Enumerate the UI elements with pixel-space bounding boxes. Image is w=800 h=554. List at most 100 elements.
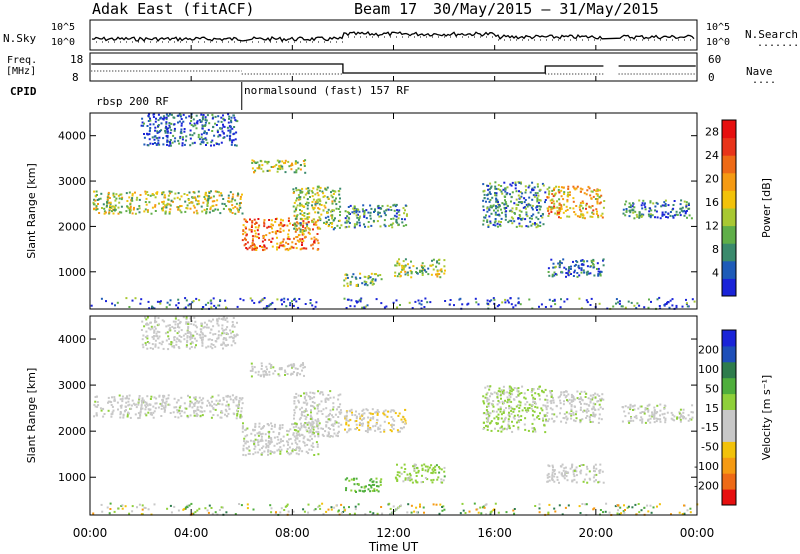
echo-cell — [421, 262, 424, 265]
echo-cell — [366, 431, 369, 434]
echo-cell — [362, 490, 365, 493]
echo-cell — [163, 395, 166, 398]
echo-cell — [109, 400, 111, 403]
echo-cell — [575, 417, 578, 420]
echo-cell — [531, 181, 534, 184]
noise-cell — [357, 503, 360, 506]
echo-cell — [129, 207, 132, 210]
y-tick-label: 2000 — [58, 425, 86, 438]
noise-cell — [177, 306, 179, 309]
echo-cell — [309, 424, 312, 427]
echo-cell — [380, 207, 383, 210]
echo-cell — [217, 330, 220, 333]
echo-cell — [595, 208, 598, 211]
echo-cell — [346, 274, 349, 277]
echo-cell — [498, 223, 501, 226]
echo-cell — [309, 395, 312, 398]
echo-cell — [317, 226, 320, 229]
echo-cell — [303, 366, 306, 369]
echo-cell — [295, 189, 298, 192]
echo-cell — [291, 164, 294, 167]
echo-cell — [531, 189, 534, 192]
echo-cell — [552, 266, 555, 269]
echo-cell — [258, 224, 261, 227]
echo-cell — [168, 113, 171, 116]
echo-cell — [483, 412, 486, 414]
echo-cell — [547, 464, 550, 467]
echo-cell — [326, 435, 329, 438]
echo-cell — [669, 211, 672, 213]
echo-cell — [354, 428, 357, 431]
noise-cell — [617, 301, 620, 304]
echo-cell — [494, 427, 496, 430]
echo-cell — [589, 421, 592, 423]
echo-cell — [291, 246, 293, 249]
echo-cell — [230, 344, 233, 347]
echo-cell — [312, 428, 315, 431]
echo-cell — [113, 206, 116, 209]
echo-cell — [287, 243, 290, 245]
echo-cell — [358, 221, 361, 224]
noise-cell — [325, 510, 328, 513]
echo-cell — [495, 198, 498, 201]
echo-cell — [518, 181, 521, 184]
echo-cell — [683, 214, 686, 217]
echo-cell — [279, 450, 282, 453]
noise-cell — [196, 509, 199, 512]
echo-cell — [305, 229, 307, 232]
echo-cell — [126, 205, 129, 208]
echo-cell — [363, 280, 366, 283]
time-axis: 00:00 04:00 08:00 12:00 16:00 20:00 00:00Time … — [73, 45, 714, 554]
echo-cell — [508, 210, 511, 213]
echo-cell — [257, 441, 260, 444]
echo-cell — [287, 430, 290, 433]
echo-cell — [180, 128, 183, 131]
echo-cell — [575, 410, 578, 413]
echo-cell — [305, 429, 308, 432]
echo-cell — [230, 335, 233, 338]
echo-cell — [628, 209, 631, 212]
echo-cell — [671, 418, 674, 421]
echo-cell — [145, 203, 148, 206]
echo-cell — [362, 204, 365, 207]
nsearch-dots: ........ — [757, 38, 800, 49]
echo-cell — [189, 338, 192, 341]
echo-cell — [299, 239, 302, 242]
echo-cell — [206, 202, 209, 204]
echo-cell — [517, 194, 520, 197]
echo-cell — [274, 218, 277, 221]
echo-cell — [583, 217, 586, 220]
echo-cell — [245, 247, 248, 249]
echo-cell — [316, 412, 319, 415]
echo-cell — [277, 373, 280, 376]
echo-cell — [244, 454, 247, 457]
echo-cell — [532, 194, 535, 197]
echo-cell — [365, 282, 367, 285]
echo-cell — [511, 181, 514, 184]
echo-cell — [293, 411, 296, 414]
echo-cell — [572, 197, 575, 200]
echo-cell — [276, 230, 279, 233]
echo-cell — [365, 408, 368, 411]
echo-cell — [99, 407, 102, 410]
echo-cell — [564, 470, 567, 473]
echo-cell — [228, 137, 231, 140]
echo-cell — [531, 394, 534, 397]
echo-cell — [297, 222, 300, 225]
echo-cell — [532, 414, 534, 417]
echo-cell — [512, 416, 515, 419]
echo-cell — [316, 191, 319, 194]
echo-cell — [185, 322, 188, 325]
echo-cell — [404, 478, 407, 481]
echo-cell — [247, 452, 250, 455]
noise-cell — [151, 305, 153, 308]
echo-cell — [349, 280, 352, 283]
echo-cell — [544, 431, 547, 434]
echo-cell — [317, 219, 319, 222]
echo-cell — [165, 122, 168, 125]
echo-cell — [228, 200, 231, 203]
echo-cell — [201, 125, 204, 128]
echo-cell — [482, 223, 485, 226]
echo-cell — [146, 209, 149, 212]
echo-cell — [504, 213, 507, 216]
